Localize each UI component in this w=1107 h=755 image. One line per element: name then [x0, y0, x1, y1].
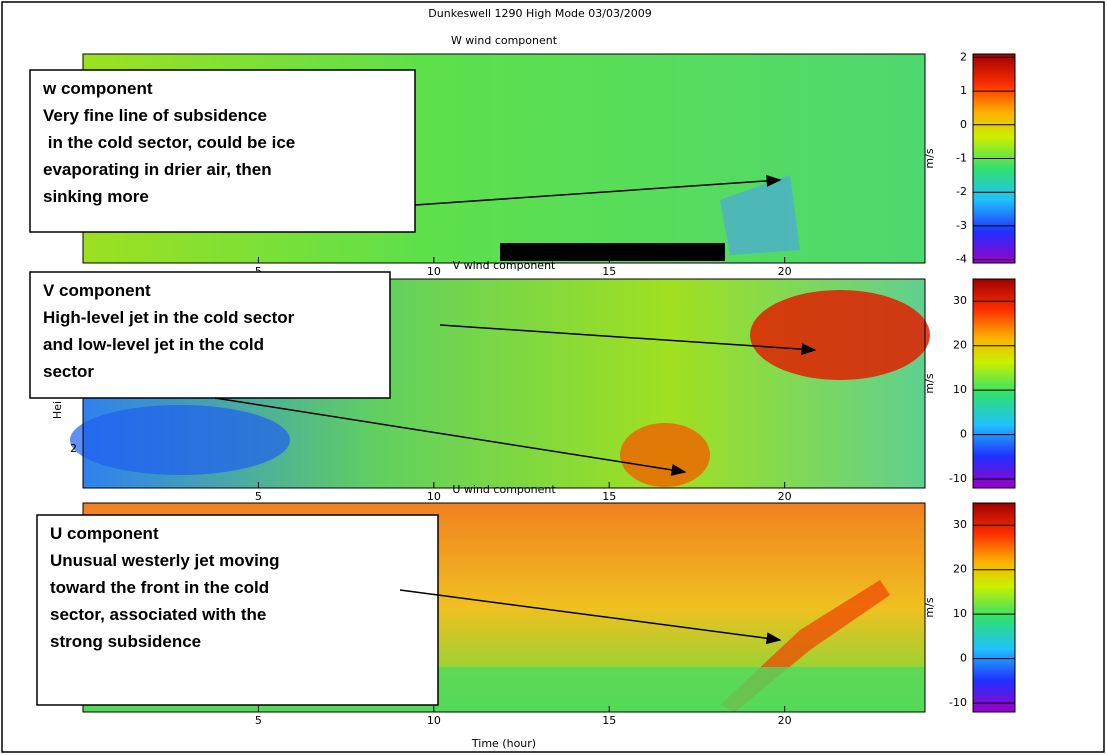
heatmap-region [750, 290, 930, 380]
colorbar-tick-label: 30 [953, 294, 967, 307]
colorbar-tick-label: 20 [953, 563, 967, 576]
x-tick-label: 10 [427, 490, 441, 503]
figure: Dunkeswell 1290 High Mode 03/03/2009 Tim… [0, 0, 1107, 755]
colorbar-tick-label: -2 [956, 185, 967, 198]
colorbar-tick-label: 0 [960, 428, 967, 441]
colorbar-tick-label: -1 [956, 152, 967, 165]
x-tick-label: 5 [255, 714, 262, 727]
colorbar-tick-label: 20 [953, 339, 967, 352]
colorbar-tick-label: 0 [960, 118, 967, 131]
annotation-text: Unusual westerly jet moving [50, 551, 280, 570]
panel-subtitle: W wind component [451, 34, 558, 47]
colorbar-label: m/s [923, 373, 936, 393]
x-label: Time (hour) [471, 737, 536, 750]
x-tick-label: 15 [602, 265, 616, 278]
y-label: Hei [51, 401, 64, 419]
colorbar-tick-label: 2 [960, 50, 967, 63]
colorbar-tick-label: 10 [953, 383, 967, 396]
x-tick-label: 5 [255, 490, 262, 503]
colorbar-tick-label: -10 [949, 472, 967, 485]
colorbar [973, 503, 1015, 712]
colorbar-tick-label: 0 [960, 652, 967, 665]
annotation-text: w component [42, 79, 153, 98]
annotation-text: in the cold sector, could be ice [43, 133, 295, 152]
x-tick-label: 10 [427, 265, 441, 278]
annotation-text: V component [43, 281, 151, 300]
panel-subtitle: V wind component [453, 259, 556, 272]
annotation-text: toward the front in the cold [50, 578, 269, 597]
x-tick-label: 20 [778, 490, 792, 503]
heatmap-region [70, 405, 290, 475]
annotation-text: sector [43, 362, 94, 381]
x-tick-label: 10 [427, 714, 441, 727]
annotation-text: and low-level jet in the cold [43, 335, 264, 354]
colorbar-tick-label: -4 [956, 253, 967, 266]
colorbar-label: m/s [923, 148, 936, 168]
annotation-text: Very fine line of subsidence [43, 106, 267, 125]
colorbar-tick-label: -10 [949, 696, 967, 709]
x-tick-label: 15 [602, 490, 616, 503]
colorbar-tick-label: -3 [956, 219, 967, 232]
annotation-text: sinking more [43, 187, 149, 206]
annotation-text: High-level jet in the cold sector [43, 308, 295, 327]
annotation-text: sector, associated with the [50, 605, 266, 624]
annotation-text: U component [50, 524, 159, 543]
colorbar-tick-label: 10 [953, 607, 967, 620]
x-tick-label: 20 [778, 714, 792, 727]
colorbar-tick-label: 1 [960, 84, 967, 97]
heatmap-region [620, 423, 710, 487]
panel-subtitle: U wind component [452, 483, 556, 496]
colorbar-label: m/s [923, 597, 936, 617]
colorbar-tick-label: 30 [953, 518, 967, 531]
annotation-text: strong subsidence [50, 632, 201, 651]
y-tick-label: 2 [70, 442, 77, 455]
colorbar [973, 279, 1015, 488]
x-tick-label: 20 [778, 265, 792, 278]
title: Dunkeswell 1290 High Mode 03/03/2009 [428, 7, 651, 20]
annotation-text: evaporating in drier air, then [43, 160, 272, 179]
x-tick-label: 15 [602, 714, 616, 727]
